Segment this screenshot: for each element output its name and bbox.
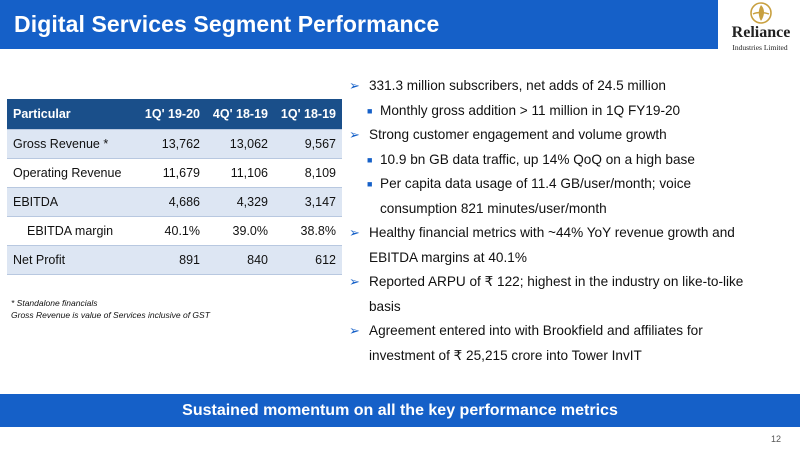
table-cell: 3,147 — [274, 187, 342, 217]
bullet-text: 331.3 million subscribers, net adds of 2… — [369, 78, 666, 93]
arrow-bullet-icon: ➢ — [349, 274, 360, 289]
table-header-row: Particular 1Q' 19-20 4Q' 18-19 1Q' 18-19 — [7, 99, 342, 130]
table-row: Net Profit 891 840 612 — [7, 245, 342, 275]
title-bar: Digital Services Segment Performance — [0, 0, 718, 49]
table-cell: 11,679 — [138, 158, 206, 188]
row-label: Gross Revenue * — [7, 129, 138, 159]
table-cell: 9,567 — [274, 129, 342, 159]
table-cell: 40.1% — [138, 216, 206, 246]
list-item: ■ 10.9 bn GB data traffic, up 14% QoQ on… — [349, 148, 789, 173]
banner-text: Sustained momentum on all the key perfor… — [182, 401, 618, 419]
table-cell: 39.0% — [206, 216, 274, 246]
bullet-text-continued: basis — [369, 298, 401, 314]
square-bullet-icon: ■ — [367, 105, 373, 116]
bullet-text: Per capita data usage of 11.4 GB/user/mo… — [380, 176, 692, 191]
highlights-list: ➢ 331.3 million subscribers, net adds of… — [349, 74, 789, 368]
table-cell: 38.8% — [274, 216, 342, 246]
table-cell: 13,762 — [138, 129, 206, 159]
table-cell: 13,062 — [206, 129, 274, 159]
list-item: ■ Per capita data usage of 11.4 GB/user/… — [349, 172, 789, 197]
logo-subtitle: Industries Limited — [732, 42, 788, 52]
table-row: Operating Revenue 11,679 11,106 8,109 — [7, 158, 342, 188]
column-header: 1Q' 18-19 — [274, 99, 342, 130]
table-cell: 891 — [138, 245, 206, 275]
table-cell: 4,329 — [206, 187, 274, 217]
table-cell: 840 — [206, 245, 274, 275]
bullet-text: Agreement entered into with Brookfield a… — [369, 323, 703, 338]
row-label: EBITDA — [7, 187, 138, 217]
reliance-logo-icon — [749, 1, 773, 25]
table-cell: 612 — [274, 245, 342, 275]
table-row: EBITDA 4,686 4,329 3,147 — [7, 187, 342, 217]
list-item: ➢ Agreement entered into with Brookfield… — [349, 319, 789, 344]
company-logo: Reliance Industries Limited — [720, 0, 800, 52]
column-header: 1Q' 19-20 — [138, 99, 206, 130]
square-bullet-icon: ■ — [367, 179, 373, 189]
list-item: ➢ Reported ARPU of ₹ 122; highest in the… — [349, 270, 789, 295]
arrow-bullet-icon: ➢ — [349, 323, 360, 338]
page-title: Digital Services Segment Performance — [14, 11, 440, 37]
bullet-text-continued: EBITDA margins at 40.1% — [369, 249, 527, 265]
page-number: 12 — [771, 434, 782, 444]
table-cell: 11,106 — [206, 158, 274, 188]
column-header: Particular — [7, 99, 138, 130]
financials-table: Particular 1Q' 19-20 4Q' 18-19 1Q' 18-19… — [7, 99, 342, 275]
table-row: Gross Revenue * 13,762 13,062 9,567 — [7, 129, 342, 159]
column-header: 4Q' 18-19 — [206, 99, 274, 130]
arrow-bullet-icon: ➢ — [349, 127, 360, 142]
row-label: Operating Revenue — [7, 158, 138, 188]
square-bullet-icon: ■ — [367, 154, 373, 165]
row-label: EBITDA margin — [7, 216, 138, 246]
arrow-bullet-icon: ➢ — [349, 78, 360, 93]
bullet-text-continued: investment of ₹ 25,215 crore into Tower … — [369, 347, 642, 363]
list-item: ➢ 331.3 million subscribers, net adds of… — [349, 74, 789, 99]
footnote-line: Gross Revenue is value of Services inclu… — [11, 310, 210, 320]
bullet-text: Monthly gross addition > 11 million in 1… — [380, 102, 681, 118]
arrow-bullet-icon: ➢ — [349, 225, 360, 240]
row-label: Net Profit — [7, 245, 138, 275]
table-row: EBITDA margin 40.1% 39.0% 38.8% — [7, 216, 342, 246]
bullet-text-continued: consumption 821 minutes/user/month — [380, 200, 607, 216]
list-item: ■ Monthly gross addition > 11 million in… — [349, 99, 789, 124]
bullet-text: 10.9 bn GB data traffic, up 14% QoQ on a… — [380, 151, 695, 167]
bullet-text: Healthy financial metrics with ~44% YoY … — [369, 225, 735, 240]
bullet-text: Reported ARPU of ₹ 122; highest in the i… — [369, 274, 744, 289]
summary-banner: Sustained momentum on all the key perfor… — [0, 394, 800, 427]
table-cell: 8,109 — [274, 158, 342, 188]
logo-name: Reliance — [731, 23, 791, 41]
bullet-text: Strong customer engagement and volume gr… — [369, 127, 667, 142]
list-item: ➢ Healthy financial metrics with ~44% Yo… — [349, 221, 789, 246]
footnotes: * Standalone financials Gross Revenue is… — [11, 297, 210, 321]
list-item: ➢ Strong customer engagement and volume … — [349, 123, 789, 148]
footnote-line: * Standalone financials — [11, 298, 98, 308]
table-cell: 4,686 — [138, 187, 206, 217]
